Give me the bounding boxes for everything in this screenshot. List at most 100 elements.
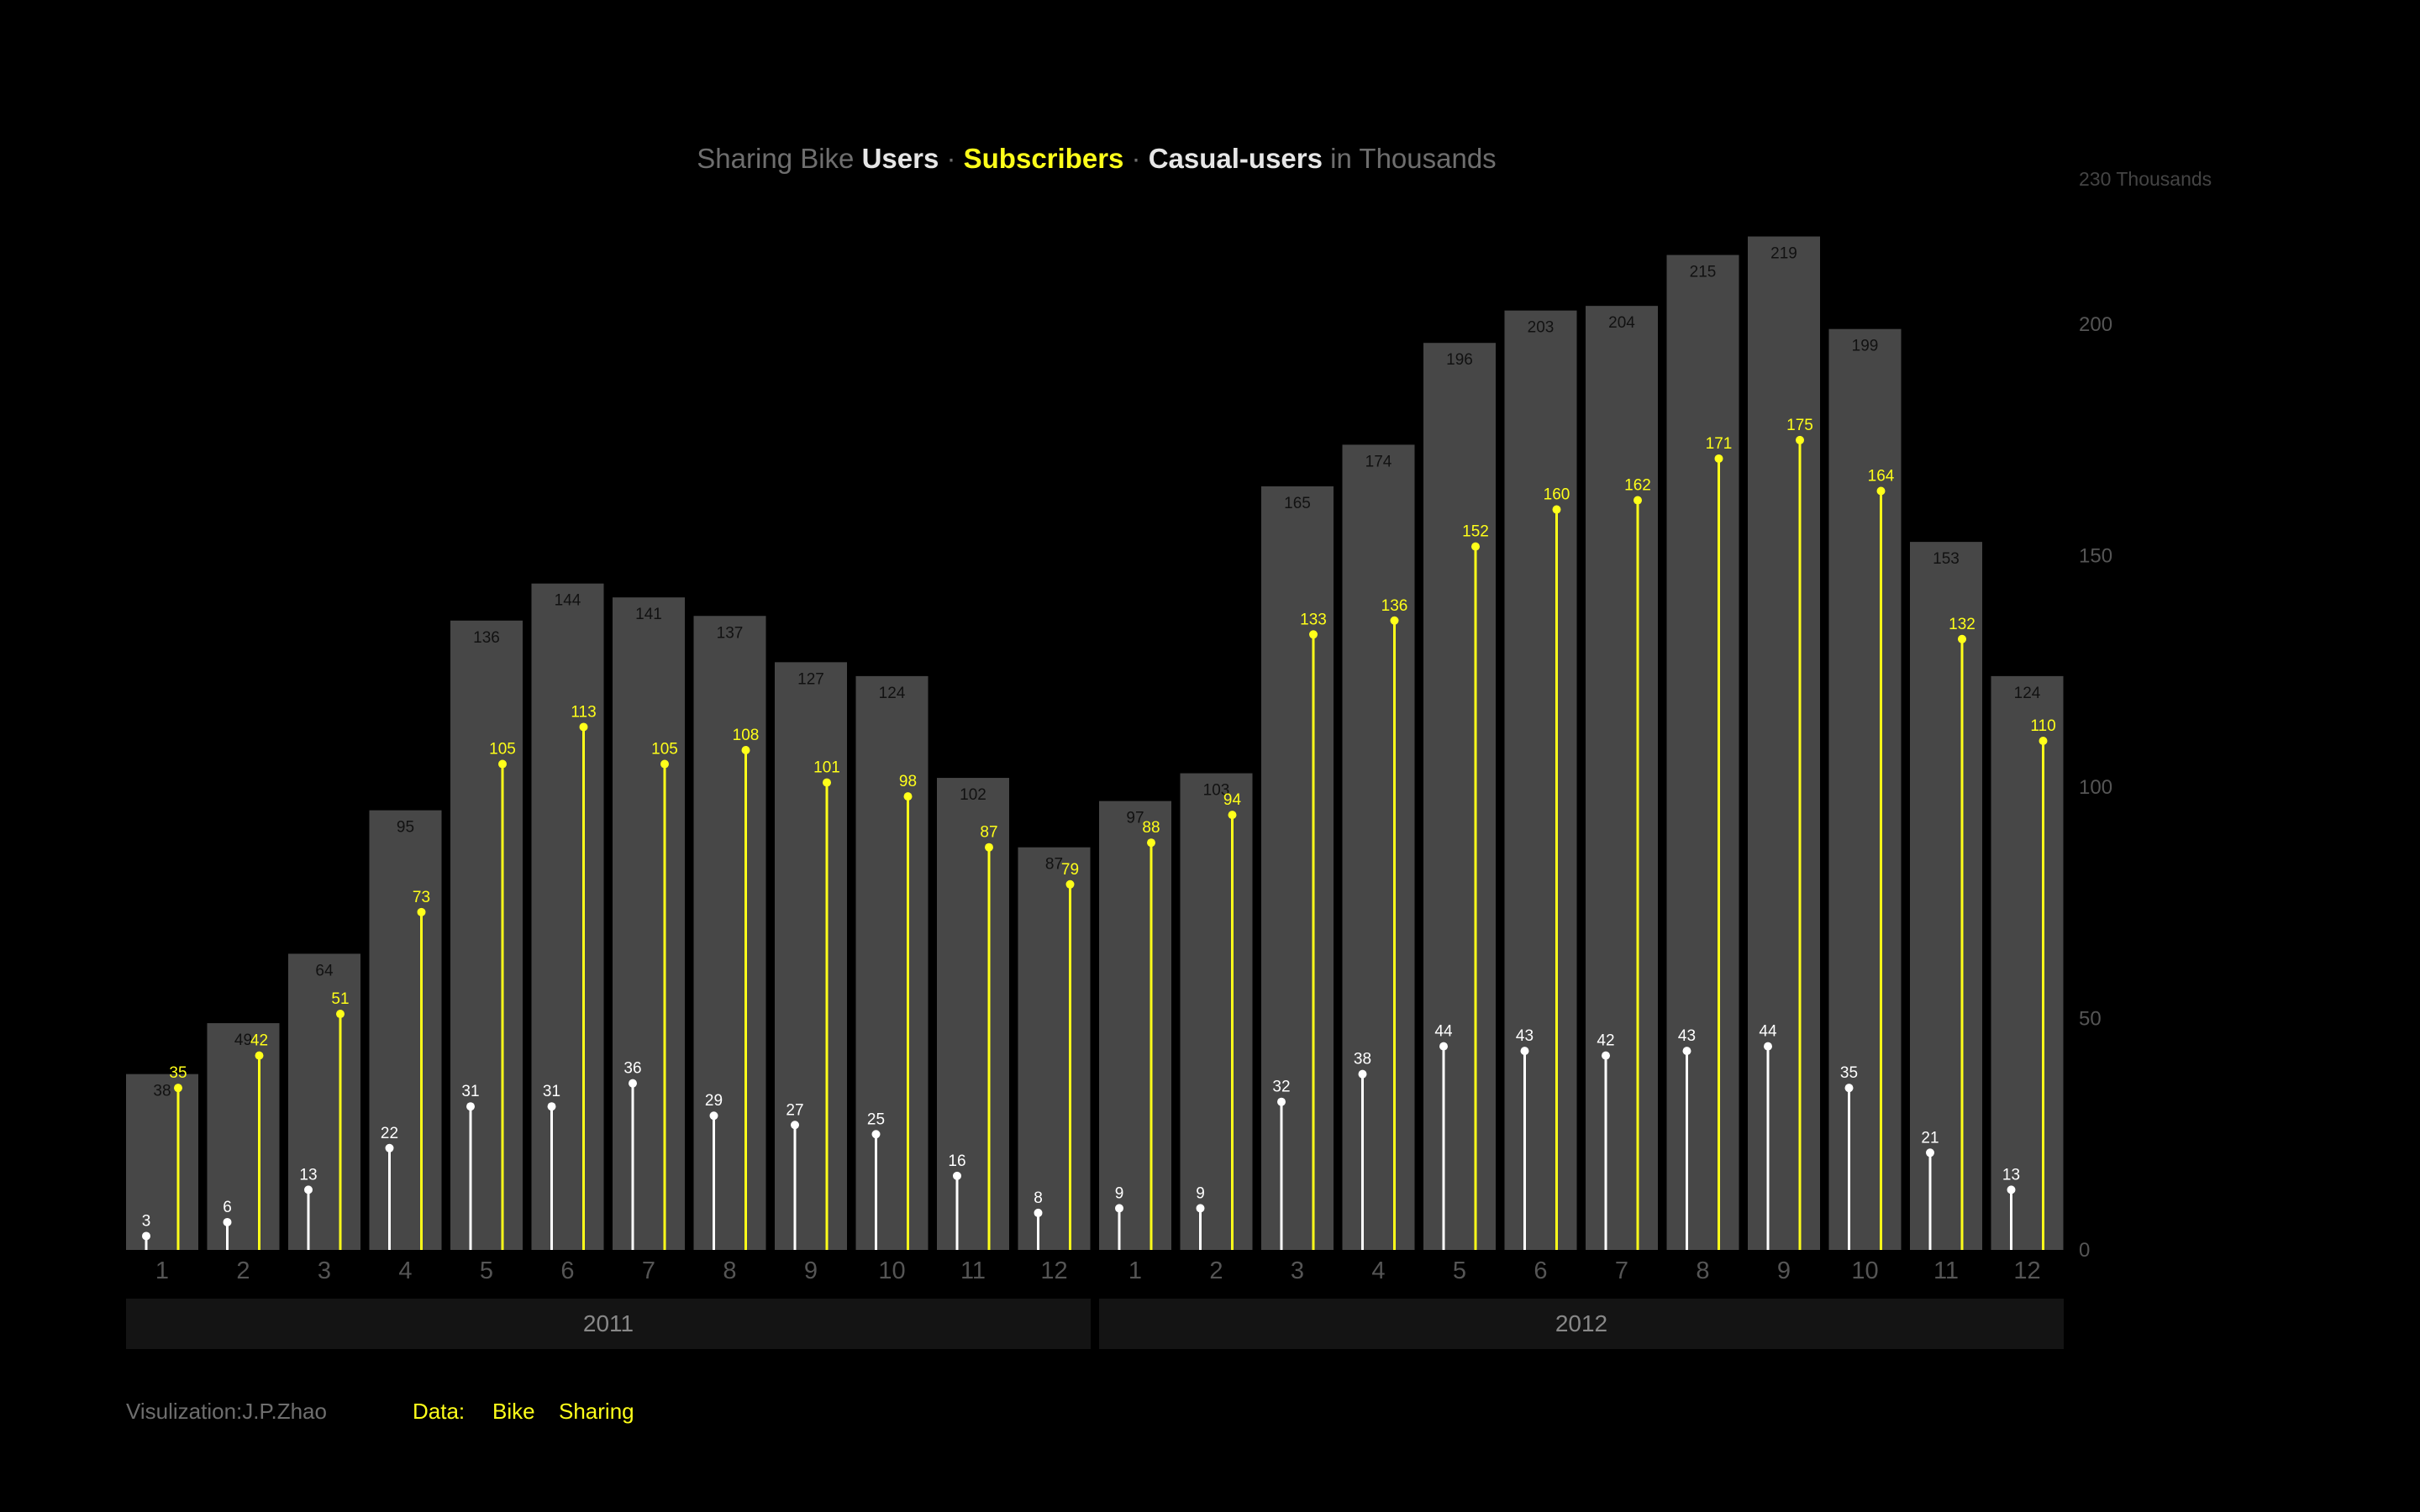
subscribers-label: 87	[980, 824, 997, 842]
users-bar	[855, 675, 929, 1250]
title-prefix: Sharing Bike	[697, 143, 862, 174]
subscribers-label: 105	[651, 741, 678, 759]
users-bar	[1504, 310, 1577, 1250]
x-tick-label: 9	[1777, 1257, 1791, 1284]
x-tick-label: 7	[1615, 1257, 1628, 1284]
casual-users-point	[871, 1130, 881, 1139]
subscribers-point	[1471, 542, 1480, 551]
x-tick-label: 11	[960, 1257, 986, 1284]
users-bar-label: 124	[2014, 685, 2041, 702]
users-bar-label: 215	[1690, 264, 1717, 281]
casual-users-point	[304, 1185, 313, 1194]
casual-users-point	[791, 1121, 799, 1130]
x-tick-label: 12	[2013, 1257, 2040, 1284]
subscribers-label: 132	[1949, 616, 1975, 633]
subscribers-point	[498, 759, 507, 769]
casual-users-label: 13	[299, 1166, 317, 1184]
casual-users-point	[1034, 1208, 1043, 1217]
users-bar-label: 97	[1126, 810, 1144, 827]
casual-users-label: 38	[1354, 1051, 1371, 1068]
subscribers-point	[1714, 454, 1723, 463]
subscribers-label: 113	[571, 703, 596, 721]
users-bar-label: 103	[1203, 782, 1230, 800]
subscribers-point	[660, 759, 669, 769]
casual-users-point	[385, 1143, 394, 1152]
casual-users-point	[2007, 1185, 2016, 1194]
x-tick-label: 3	[318, 1257, 331, 1284]
users-bar	[1261, 486, 1334, 1250]
y-tick-label: 150	[2079, 545, 2112, 568]
x-tick-label: 7	[642, 1257, 655, 1284]
subscribers-label: 171	[1706, 435, 1733, 453]
casual-users-label: 9	[1115, 1184, 1124, 1202]
casual-users-label: 35	[1840, 1064, 1858, 1082]
subscribers-point	[1796, 435, 1804, 444]
subscribers-label: 51	[331, 990, 349, 1008]
x-tick-label: 8	[723, 1257, 736, 1284]
title-casual-users: Casual-users	[1148, 143, 1323, 174]
users-bar-label: 137	[717, 624, 744, 642]
subscribers-label: 133	[1300, 611, 1327, 628]
y-axis-top-label: 230 Thousands	[2079, 168, 2212, 190]
subscribers-point	[255, 1051, 264, 1060]
subscribers-point	[174, 1084, 182, 1093]
users-bar	[693, 616, 766, 1250]
casual-users-label: 43	[1516, 1027, 1534, 1045]
casual-users-point	[1115, 1204, 1123, 1213]
x-tick-label: 5	[1453, 1257, 1466, 1284]
users-bar-label: 64	[315, 962, 334, 979]
users-bar	[1748, 236, 1820, 1251]
footer-data-link-bike[interactable]: Bike	[492, 1399, 535, 1424]
casual-users-point	[1602, 1051, 1610, 1060]
y-tick-label: 0	[2079, 1239, 2090, 1262]
subscribers-point	[1228, 811, 1237, 820]
users-bar-label: 95	[397, 819, 414, 837]
subscribers-label: 79	[1061, 861, 1079, 879]
casual-users-point	[1844, 1084, 1854, 1093]
users-bar-label: 127	[797, 670, 824, 688]
casual-users-point	[1682, 1047, 1691, 1056]
casual-users-point	[1277, 1097, 1286, 1106]
title-subscribers: Subscribers	[963, 143, 1124, 174]
y-tick-label: 100	[2079, 776, 2112, 799]
users-bar	[1991, 675, 2064, 1250]
subscribers-label: 94	[1223, 791, 1242, 809]
users-bar	[531, 583, 604, 1250]
casual-users-point	[709, 1111, 718, 1121]
title-users: Users	[861, 143, 939, 174]
casual-users-label: 6	[223, 1199, 232, 1216]
users-bar	[1666, 255, 1739, 1251]
subscribers-point	[1552, 505, 1561, 514]
casual-users-label: 44	[1759, 1023, 1777, 1041]
subscribers-point	[903, 792, 913, 801]
subscribers-point	[1958, 634, 1966, 643]
users-bar	[450, 620, 523, 1250]
x-tick-label: 5	[480, 1257, 493, 1284]
casual-users-label: 29	[705, 1092, 723, 1110]
users-bar-label: 199	[1852, 338, 1879, 355]
x-tick-label: 1	[1128, 1257, 1142, 1284]
casual-users-label: 8	[1034, 1189, 1043, 1207]
x-tick-label: 4	[1371, 1257, 1385, 1284]
subscribers-label: 160	[1544, 486, 1570, 504]
footer-data-link-sharing[interactable]: Sharing	[559, 1399, 634, 1424]
x-tick-label: 9	[804, 1257, 818, 1284]
users-bar-label: 204	[1608, 314, 1635, 332]
casual-users-point	[953, 1171, 961, 1180]
footer-data-label: Data:	[413, 1399, 466, 1424]
users-bar-label: 196	[1446, 351, 1473, 369]
subscribers-point	[336, 1010, 345, 1019]
x-tick-label: 11	[1933, 1257, 1959, 1284]
users-bar-label: 153	[1933, 550, 1960, 568]
x-tick-label: 10	[878, 1257, 905, 1284]
subscribers-label: 101	[813, 759, 840, 777]
casual-users-label: 22	[381, 1125, 398, 1142]
y-tick-label: 50	[2079, 1008, 2102, 1031]
casual-users-label: 3	[142, 1212, 151, 1230]
casual-users-point	[547, 1102, 556, 1111]
users-bar-label: 38	[153, 1083, 171, 1100]
users-bar	[775, 662, 847, 1250]
subscribers-label: 98	[899, 773, 917, 790]
casual-users-label: 31	[461, 1083, 479, 1100]
